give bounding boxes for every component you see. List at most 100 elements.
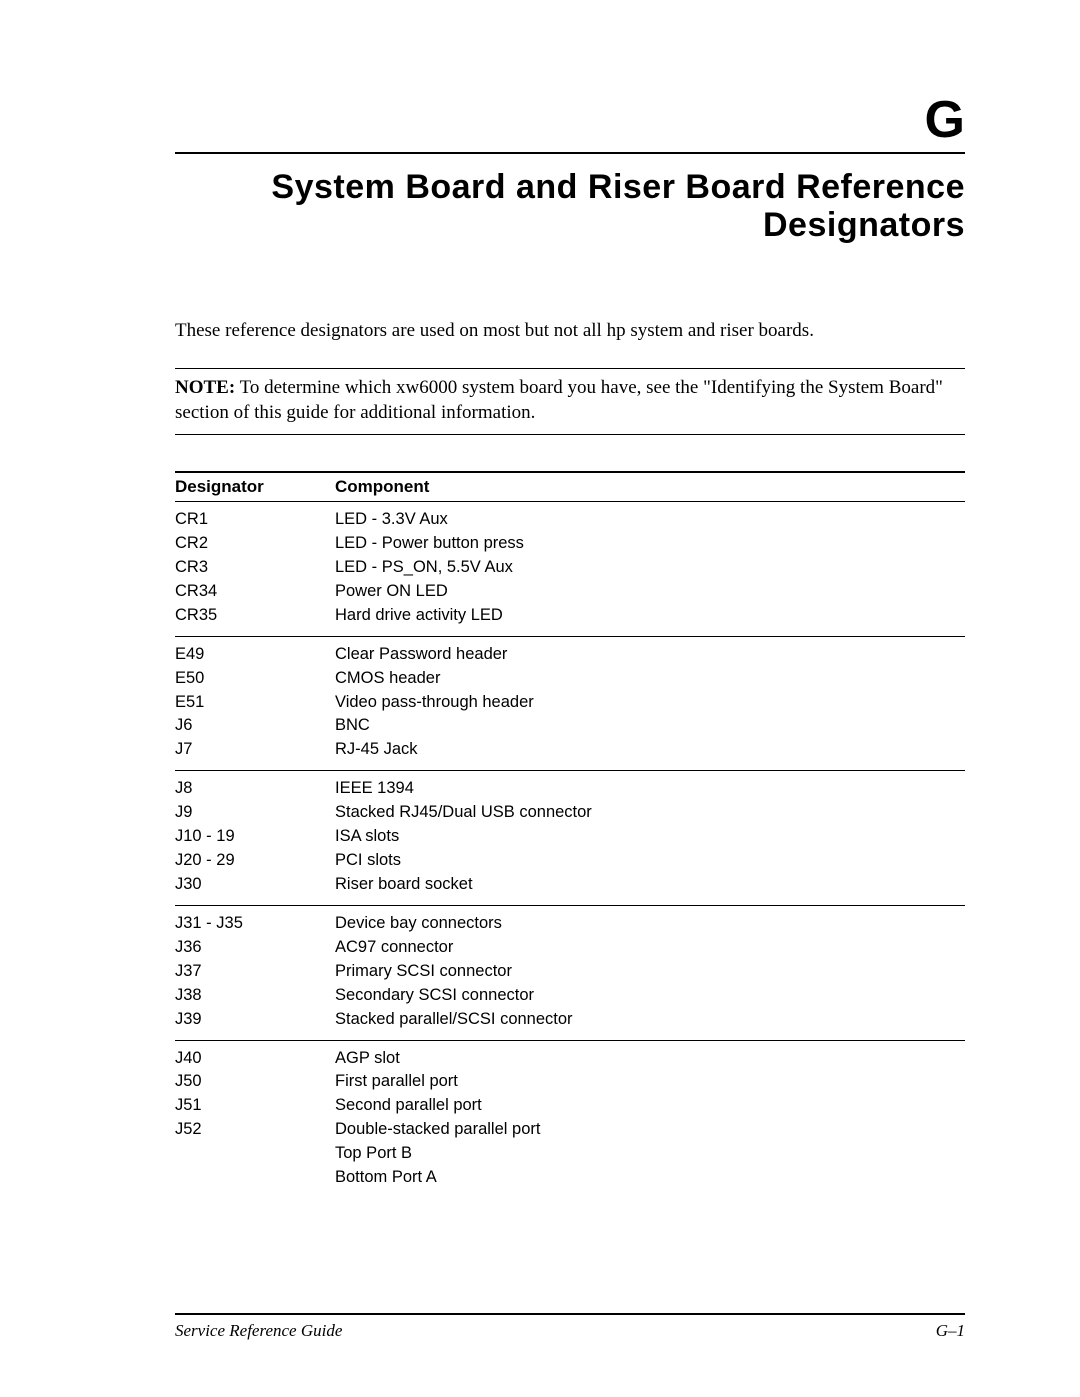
table-row: J10 - 19ISA slots	[175, 825, 965, 849]
cell-component: Double-stacked parallel port	[335, 1118, 965, 1142]
table-group: J8IEEE 1394J9Stacked RJ45/Dual USB conne…	[175, 770, 965, 905]
table-group: CR1LED - 3.3V AuxCR2LED - Power button p…	[175, 501, 965, 636]
cell-designator	[175, 1142, 335, 1166]
table-group: E49Clear Password headerE50CMOS headerE5…	[175, 636, 965, 771]
cell-component: Clear Password header	[335, 643, 965, 667]
table-row: J36AC97 connector	[175, 936, 965, 960]
cell-designator: J52	[175, 1118, 335, 1142]
table-row: J52Double-stacked parallel port	[175, 1118, 965, 1142]
footer-left: Service Reference Guide	[175, 1321, 342, 1341]
cell-component: RJ-45 Jack	[335, 738, 965, 762]
cell-component: Video pass-through header	[335, 691, 965, 715]
cell-component: Power ON LED	[335, 580, 965, 604]
table-top-rule	[175, 471, 965, 473]
cell-designator: CR34	[175, 580, 335, 604]
cell-designator: CR35	[175, 604, 335, 628]
page-footer: Service Reference Guide G–1	[175, 1313, 965, 1341]
cell-component: LED - PS_ON, 5.5V Aux	[335, 556, 965, 580]
table-row: J30Riser board socket	[175, 873, 965, 897]
cell-designator: E51	[175, 691, 335, 715]
note-label: NOTE:	[175, 377, 235, 398]
cell-component: Device bay connectors	[335, 912, 965, 936]
note-block: NOTE: To determine which xw6000 system b…	[175, 368, 965, 435]
table-header-row: Designator Component	[175, 477, 965, 501]
cell-designator: J37	[175, 960, 335, 984]
table-row: J50First parallel port	[175, 1070, 965, 1094]
table-row: CR3LED - PS_ON, 5.5V Aux	[175, 556, 965, 580]
table-row: J40AGP slot	[175, 1047, 965, 1071]
cell-component: AGP slot	[335, 1047, 965, 1071]
cell-designator: J9	[175, 801, 335, 825]
cell-designator: J8	[175, 777, 335, 801]
cell-component: PCI slots	[335, 849, 965, 873]
table-row: CR35Hard drive activity LED	[175, 604, 965, 628]
cell-designator: J40	[175, 1047, 335, 1071]
cell-designator	[175, 1166, 335, 1190]
cell-designator: J20 - 29	[175, 849, 335, 873]
cell-designator: CR1	[175, 508, 335, 532]
appendix-letter: G	[175, 90, 965, 150]
cell-component: Top Port B	[335, 1142, 965, 1166]
cell-designator: J50	[175, 1070, 335, 1094]
table-row: J39Stacked parallel/SCSI connector	[175, 1008, 965, 1032]
table-row: Bottom Port A	[175, 1166, 965, 1190]
cell-component: Second parallel port	[335, 1094, 965, 1118]
cell-component: BNC	[335, 714, 965, 738]
table-row: Top Port B	[175, 1142, 965, 1166]
table-row: J37Primary SCSI connector	[175, 960, 965, 984]
note-text: NOTE: To determine which xw6000 system b…	[175, 375, 965, 426]
table-row: J6BNC	[175, 714, 965, 738]
cell-designator: CR2	[175, 532, 335, 556]
table-body: CR1LED - 3.3V AuxCR2LED - Power button p…	[175, 501, 965, 1198]
table-row: J9Stacked RJ45/Dual USB connector	[175, 801, 965, 825]
footer-right: G–1	[936, 1321, 965, 1341]
cell-component: LED - Power button press	[335, 532, 965, 556]
note-body: To determine which xw6000 system board y…	[175, 377, 943, 424]
table-row: J38Secondary SCSI connector	[175, 984, 965, 1008]
table-row: CR34Power ON LED	[175, 580, 965, 604]
page-title: System Board and Riser Board Reference D…	[175, 168, 965, 244]
table-row: E50CMOS header	[175, 667, 965, 691]
table-row: E49Clear Password header	[175, 643, 965, 667]
cell-component: LED - 3.3V Aux	[335, 508, 965, 532]
title-line-2: Designators	[763, 206, 965, 244]
table-row: J51Second parallel port	[175, 1094, 965, 1118]
footer-line: Service Reference Guide G–1	[175, 1321, 965, 1341]
table-row: J7RJ-45 Jack	[175, 738, 965, 762]
cell-designator: J6	[175, 714, 335, 738]
cell-component: Stacked parallel/SCSI connector	[335, 1008, 965, 1032]
cell-designator: J30	[175, 873, 335, 897]
cell-designator: J10 - 19	[175, 825, 335, 849]
column-header-component: Component	[335, 477, 965, 497]
table-row: E51Video pass-through header	[175, 691, 965, 715]
designator-table: Designator Component CR1LED - 3.3V AuxCR…	[175, 471, 965, 1198]
table-row: J8IEEE 1394	[175, 777, 965, 801]
title-line-1: System Board and Riser Board Reference	[271, 168, 965, 206]
cell-component: Primary SCSI connector	[335, 960, 965, 984]
cell-designator: J51	[175, 1094, 335, 1118]
cell-component: Stacked RJ45/Dual USB connector	[335, 801, 965, 825]
column-header-designator: Designator	[175, 477, 335, 497]
footer-rule	[175, 1313, 965, 1315]
table-group: J40AGP slotJ50First parallel portJ51Seco…	[175, 1040, 965, 1199]
cell-component: Riser board socket	[335, 873, 965, 897]
table-row: CR1LED - 3.3V Aux	[175, 508, 965, 532]
cell-component: Bottom Port A	[335, 1166, 965, 1190]
cell-designator: E50	[175, 667, 335, 691]
table-row: CR2LED - Power button press	[175, 532, 965, 556]
cell-designator: J36	[175, 936, 335, 960]
cell-component: First parallel port	[335, 1070, 965, 1094]
title-rule	[175, 152, 965, 154]
table-row: J31 - J35Device bay connectors	[175, 912, 965, 936]
cell-component: ISA slots	[335, 825, 965, 849]
cell-designator: J38	[175, 984, 335, 1008]
table-group: J31 - J35Device bay connectorsJ36AC97 co…	[175, 905, 965, 1040]
cell-designator: J39	[175, 1008, 335, 1032]
intro-paragraph: These reference designators are used on …	[175, 318, 965, 344]
cell-component: IEEE 1394	[335, 777, 965, 801]
cell-designator: J31 - J35	[175, 912, 335, 936]
cell-designator: E49	[175, 643, 335, 667]
cell-designator: J7	[175, 738, 335, 762]
cell-component: CMOS header	[335, 667, 965, 691]
page-content: G System Board and Riser Board Reference…	[0, 0, 1080, 1248]
